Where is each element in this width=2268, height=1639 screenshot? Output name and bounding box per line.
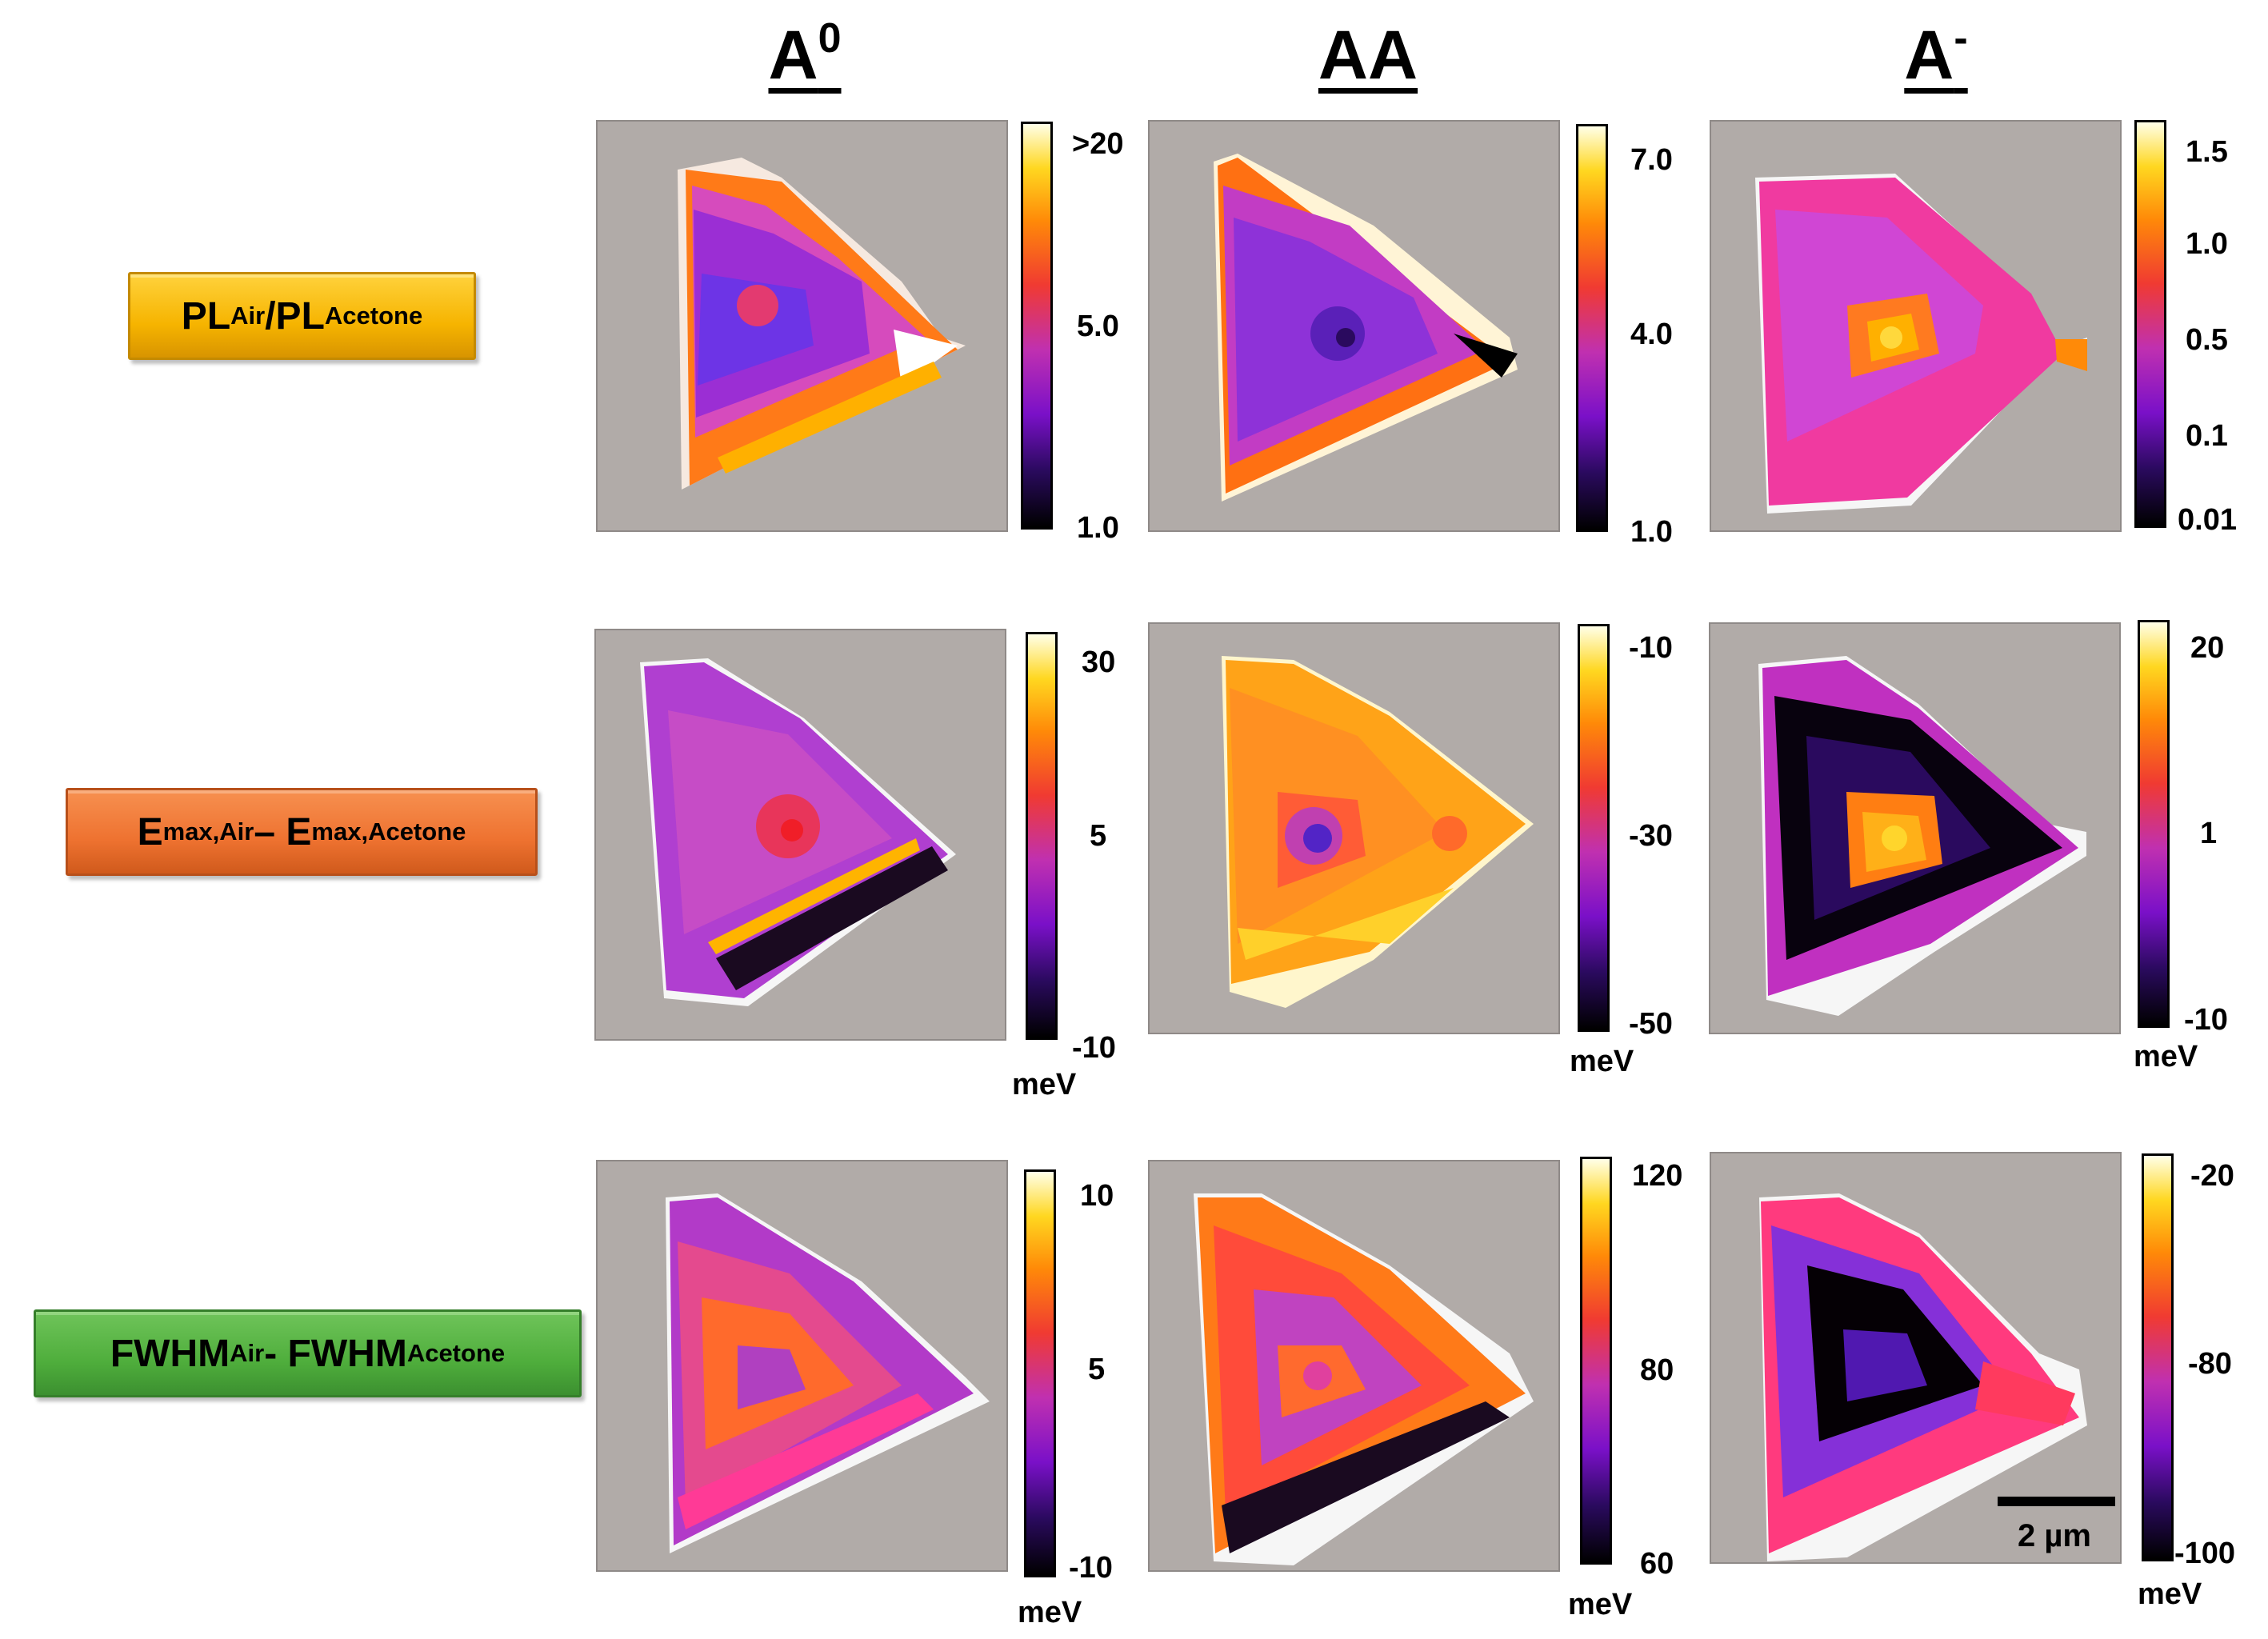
tick-label: 1.5: [2186, 135, 2228, 169]
colorbar-fwhm-aa: [1580, 1157, 1612, 1565]
tick-label: 1: [2200, 817, 2218, 850]
map-fwhm-a-minus: [1710, 1152, 2122, 1564]
tick-label: 5: [1088, 1353, 1106, 1386]
tick-label: 7.0: [1630, 143, 1673, 177]
tick-label: 80: [1640, 1353, 1674, 1387]
colorbar-pl-ratio-a-minus: [2134, 120, 2166, 528]
colorbar-energy-shift-a-minus: [2138, 620, 2170, 1028]
colorbar-pl-ratio-a0: [1021, 122, 1053, 530]
scale-bar: [1998, 1497, 2115, 1506]
map-energy-shift-aa: [1148, 622, 1560, 1034]
tick-label: 1.0: [1077, 511, 1119, 545]
tick-label: -10: [1072, 1031, 1116, 1065]
tick-label: 5.0: [1077, 310, 1119, 343]
unit-label: meV: [1568, 1588, 1633, 1621]
tick-label: 30: [1082, 646, 1116, 679]
row-label-pl-ratio: PL Air/PL Acetone: [128, 272, 476, 360]
tick-label: 0.1: [2186, 419, 2228, 453]
tick-label: 0.5: [2186, 323, 2228, 357]
scale-bar-label: 2 µm: [2018, 1518, 2091, 1553]
unit-label: meV: [2138, 1577, 2202, 1611]
colorbar-energy-shift-aa: [1578, 624, 1610, 1032]
colorbar-fwhm-a-minus: [2142, 1153, 2174, 1561]
tick-label: -30: [1629, 819, 1673, 853]
unit-label: meV: [1018, 1596, 1082, 1629]
column-header-a-minus: A-: [1904, 15, 1968, 94]
map-fwhm-a0: [596, 1160, 1008, 1572]
tick-label: 120: [1632, 1159, 1683, 1193]
tick-label: 4.0: [1630, 318, 1673, 351]
map-pl-ratio-a-minus: [1710, 120, 2122, 532]
map-fwhm-aa: [1148, 1160, 1560, 1572]
tick-label: 1.0: [2186, 227, 2228, 261]
map-energy-shift-a-minus: [1709, 622, 2121, 1034]
tick-label: -20: [2190, 1159, 2234, 1193]
tick-label: -10: [1069, 1551, 1113, 1585]
colorbar-energy-shift-a0: [1026, 632, 1058, 1040]
tick-label: -10: [1629, 631, 1673, 665]
tick-label: -100: [2174, 1537, 2236, 1570]
unit-label: meV: [2134, 1040, 2198, 1073]
map-pl-ratio-a0: [596, 120, 1008, 532]
tick-label: 1.0: [1630, 515, 1673, 549]
tick-label: 60: [1640, 1547, 1674, 1581]
unit-label: meV: [1570, 1045, 1634, 1078]
map-energy-shift-a0: [594, 629, 1006, 1041]
colorbar-pl-ratio-aa: [1576, 124, 1608, 532]
column-header-a0: A0: [768, 15, 842, 94]
tick-label: >20: [1072, 127, 1124, 161]
map-pl-ratio-aa: [1148, 120, 1560, 532]
column-header-aa: AA: [1318, 17, 1418, 94]
colorbar-fwhm-a0: [1024, 1169, 1056, 1577]
unit-label: meV: [1012, 1068, 1077, 1101]
tick-label: 20: [2190, 631, 2225, 665]
tick-label: -50: [1629, 1007, 1673, 1041]
tick-label: 5: [1090, 819, 1107, 853]
tick-label: -80: [2188, 1347, 2232, 1381]
tick-label: 10: [1080, 1179, 1114, 1213]
tick-label: 0.01: [2178, 503, 2237, 537]
tick-label: -10: [2184, 1003, 2228, 1037]
row-label-fwhm-diff: FWHM Air - FWHM Acetone: [34, 1309, 582, 1397]
